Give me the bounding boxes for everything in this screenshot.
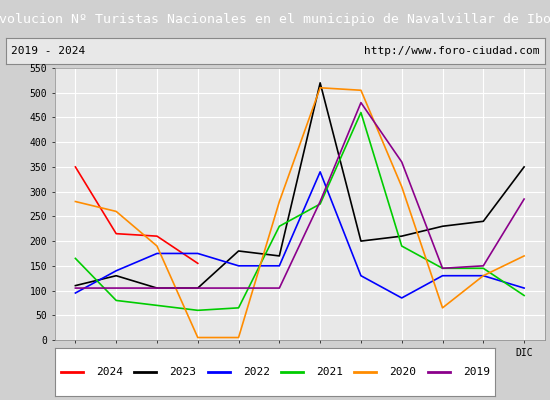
- 2019: [398, 160, 405, 164]
- 2022: [153, 251, 160, 256]
- 2021: [276, 224, 283, 229]
- 2020: [317, 85, 323, 90]
- Text: 2022: 2022: [243, 367, 270, 377]
- 2023: [113, 273, 119, 278]
- 2022: [113, 268, 119, 273]
- 2020: [72, 199, 79, 204]
- 2020: [521, 254, 527, 258]
- Text: 2020: 2020: [389, 367, 416, 377]
- 2021: [72, 256, 79, 261]
- 2020: [398, 184, 405, 189]
- Text: Evolucion Nº Turistas Nacionales en el municipio de Navalvillar de Ibor: Evolucion Nº Turistas Nacionales en el m…: [0, 12, 550, 26]
- Line: 2020: 2020: [75, 88, 524, 338]
- 2020: [153, 244, 160, 248]
- 2021: [439, 266, 446, 271]
- 2020: [358, 88, 364, 93]
- 2019: [521, 197, 527, 202]
- 2021: [153, 303, 160, 308]
- 2021: [317, 202, 323, 206]
- 2019: [276, 286, 283, 290]
- 2020: [439, 306, 446, 310]
- 2021: [480, 266, 487, 271]
- Line: 2021: 2021: [75, 112, 524, 310]
- 2023: [317, 80, 323, 85]
- Text: 2023: 2023: [169, 367, 196, 377]
- Line: 2022: 2022: [75, 172, 524, 298]
- 2019: [153, 286, 160, 290]
- 2022: [235, 264, 242, 268]
- 2021: [358, 110, 364, 115]
- 2022: [317, 170, 323, 174]
- 2020: [235, 335, 242, 340]
- 2023: [276, 254, 283, 258]
- 2019: [439, 266, 446, 271]
- 2021: [521, 293, 527, 298]
- 2019: [317, 199, 323, 204]
- 2022: [398, 296, 405, 300]
- 2021: [113, 298, 119, 303]
- 2019: [480, 264, 487, 268]
- 2023: [235, 248, 242, 253]
- 2023: [521, 164, 527, 169]
- 2019: [195, 286, 201, 290]
- 2020: [480, 273, 487, 278]
- 2020: [195, 335, 201, 340]
- Text: 2024: 2024: [96, 367, 123, 377]
- 2019: [235, 286, 242, 290]
- 2021: [235, 306, 242, 310]
- 2020: [113, 209, 119, 214]
- 2019: [358, 100, 364, 105]
- 2023: [439, 224, 446, 229]
- 2021: [195, 308, 201, 313]
- Line: 2023: 2023: [75, 83, 524, 288]
- 2023: [398, 234, 405, 238]
- 2019: [113, 286, 119, 290]
- Text: 2019: 2019: [463, 367, 490, 377]
- 2020: [276, 199, 283, 204]
- 2024: [195, 261, 201, 266]
- Text: 2019 - 2024: 2019 - 2024: [11, 46, 85, 56]
- 2022: [276, 264, 283, 268]
- 2022: [195, 251, 201, 256]
- 2024: [72, 164, 79, 169]
- 2023: [195, 286, 201, 290]
- 2024: [153, 234, 160, 238]
- 2022: [72, 291, 79, 296]
- 2019: [72, 286, 79, 290]
- 2021: [398, 244, 405, 248]
- 2023: [480, 219, 487, 224]
- 2024: [113, 231, 119, 236]
- Text: 2021: 2021: [316, 367, 343, 377]
- 2022: [439, 273, 446, 278]
- 2023: [358, 239, 364, 244]
- Line: 2024: 2024: [75, 167, 198, 263]
- 2022: [521, 286, 527, 290]
- Text: http://www.foro-ciudad.com: http://www.foro-ciudad.com: [364, 46, 539, 56]
- 2023: [72, 283, 79, 288]
- 2022: [480, 273, 487, 278]
- Line: 2019: 2019: [75, 103, 524, 288]
- 2022: [358, 273, 364, 278]
- 2023: [153, 286, 160, 290]
